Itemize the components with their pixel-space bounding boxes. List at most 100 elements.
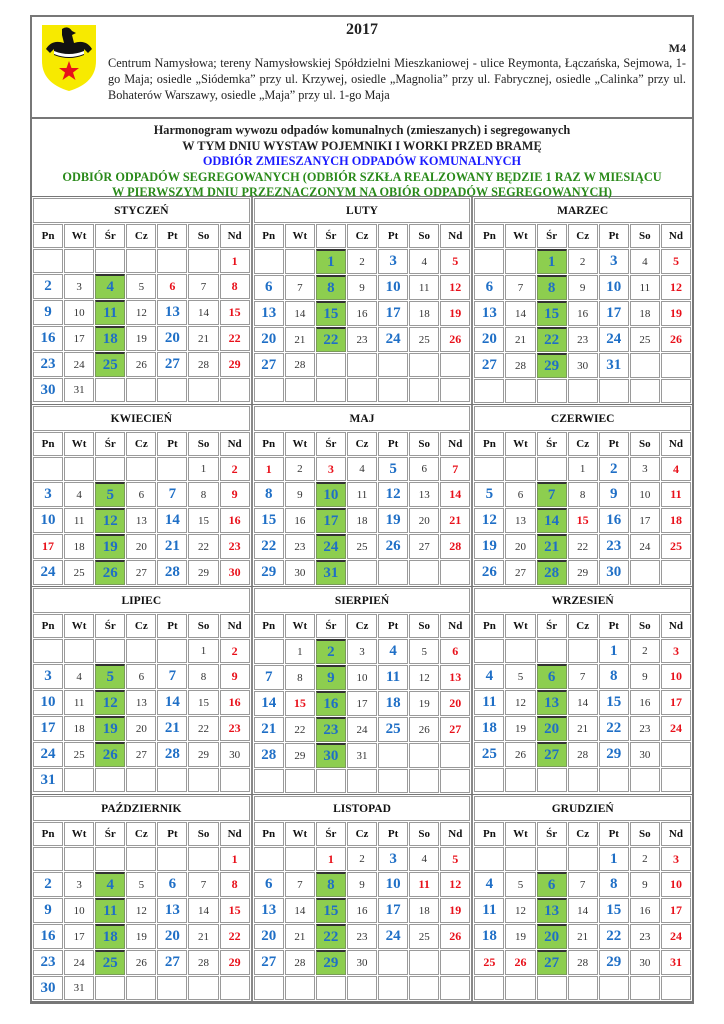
day-cell: 17 (660, 898, 692, 923)
day-cell: 19 (505, 716, 536, 741)
empty-cell (157, 457, 188, 481)
month-listopad: LISTOPAD Pn Wt Śr Cz Pt So Nd 1 2 3 4 5 6 7 8 9 10 11 12 13 1… (253, 795, 474, 1001)
day-cell: 22 (188, 534, 219, 559)
empty-cell (219, 378, 250, 402)
day-cell: 14 (157, 508, 188, 533)
day-cell: 20 (126, 534, 157, 559)
segregated-waste-legend-2: W PIERWSZYM DNIU PRZEZNACZONYM NA OBIÓR … (111, 185, 613, 199)
quarter-row: KWIECIEŃ Pn Wt Śr Cz Pt So Nd 1 2 3 4 5 6 7 8 9 10 11 12 13 1… (32, 405, 692, 587)
day-cell: 23 (219, 534, 250, 559)
day-cell: 14 (253, 691, 284, 716)
day-cell: 12 (505, 898, 536, 923)
empty-cell (95, 976, 126, 1000)
day-cell: 28 (440, 534, 471, 559)
day-cell: 28 (505, 353, 536, 378)
month-październik: PAŹDZIERNIK Pn Wt Śr Cz Pt So Nd 1 2 3 4 5 6 7 8 9 10 11 12… (32, 795, 253, 1001)
empty-cell (378, 743, 409, 768)
day-cell: 5 (660, 249, 692, 274)
day-cell: 11 (95, 300, 126, 325)
empty-cell (629, 353, 660, 378)
day-cell: 8 (284, 665, 315, 690)
empty-cell (157, 976, 188, 1000)
month-name: GRUDZIEŃ (474, 796, 692, 821)
empty-cell (95, 249, 126, 273)
empty-cell (474, 768, 505, 792)
day-cell: 25 (346, 534, 378, 559)
month-name: LISTOPAD (253, 796, 471, 821)
weekday-header: So (409, 614, 440, 638)
empty-cell (284, 769, 315, 793)
day-cell: 24 (598, 327, 629, 352)
area-description: Centrum Namysłowa; tereny Namysłowskiej … (108, 56, 686, 102)
day-cell: 17 (629, 508, 660, 533)
day-cell: 7 (440, 457, 471, 481)
day-cell: 21 (567, 924, 598, 949)
month-name: MAJ (253, 406, 471, 431)
weekday-header: Nd (219, 614, 250, 638)
weekday-header: Pt (598, 614, 629, 638)
weekday-header: Śr (536, 432, 567, 456)
day-cell: 3 (64, 872, 95, 897)
day-cell: 14 (536, 508, 567, 533)
month-styczeń: STYCZEŃ Pn Wt Śr Cz Pt So Nd 1 2 3 4 5 6 7 8 9 10 11 12 13 14… (32, 197, 253, 404)
day-cell: 13 (157, 898, 188, 923)
day-cell: 26 (440, 327, 471, 352)
weekday-header: Pn (253, 822, 284, 846)
schedule-document: 2017 M4 Centrum Namysłowa; tereny Namysł… (30, 15, 694, 1004)
day-cell: 14 (188, 300, 219, 325)
day-cell: 13 (474, 301, 505, 326)
empty-cell (33, 249, 64, 273)
day-cell: 25 (474, 742, 505, 767)
day-cell: 26 (660, 327, 692, 352)
mixed-waste-legend: ODBIÓR ZMIESZANYCH ODPADÓW KOMUNALNYCH (202, 154, 522, 168)
day-cell: 15 (284, 691, 315, 716)
empty-cell (567, 976, 598, 1000)
quarter-row: STYCZEŃ Pn Wt Śr Cz Pt So Nd 1 2 3 4 5 6 7 8 9 10 11 12 13 14… (32, 197, 692, 405)
day-cell: 3 (33, 482, 64, 507)
day-cell: 7 (253, 665, 284, 690)
day-cell: 20 (536, 924, 567, 949)
day-cell: 2 (346, 847, 378, 871)
weekday-header: Pn (253, 224, 284, 248)
day-cell: 16 (629, 690, 660, 715)
day-cell: 9 (346, 275, 378, 300)
day-cell: 3 (660, 847, 692, 871)
day-cell: 15 (315, 898, 346, 923)
empty-cell (33, 847, 64, 871)
empty-cell (440, 769, 471, 793)
day-cell: 11 (474, 898, 505, 923)
day-cell: 22 (598, 716, 629, 741)
day-cell: 13 (126, 508, 157, 533)
day-cell: 15 (219, 300, 250, 325)
weekday-header: Pt (598, 432, 629, 456)
day-cell: 13 (409, 482, 440, 507)
day-cell: 1 (284, 639, 315, 664)
document-header: 2017 M4 Centrum Namysłowa; tereny Namysł… (32, 17, 692, 119)
day-cell: 3 (629, 457, 660, 481)
day-cell: 18 (629, 301, 660, 326)
day-cell: 25 (95, 950, 126, 975)
day-cell: 5 (95, 664, 126, 689)
weekday-header: Pn (33, 432, 64, 456)
empty-cell (64, 847, 95, 871)
day-cell: 26 (95, 560, 126, 585)
day-cell: 19 (505, 924, 536, 949)
day-cell: 29 (598, 950, 629, 975)
day-cell: 19 (95, 716, 126, 741)
weekday-header: Śr (315, 224, 346, 248)
weekday-header: Cz (126, 432, 157, 456)
day-cell: 4 (346, 457, 378, 481)
empty-cell (660, 379, 692, 403)
day-cell: 18 (378, 691, 409, 716)
day-cell: 10 (33, 690, 64, 715)
day-cell: 1 (536, 249, 567, 274)
day-cell: 4 (95, 872, 126, 897)
empty-cell (505, 457, 536, 481)
day-cell: 29 (219, 950, 250, 975)
day-cell: 22 (188, 716, 219, 741)
day-cell: 10 (378, 872, 409, 897)
day-cell: 9 (629, 664, 660, 689)
day-cell: 27 (536, 742, 567, 767)
empty-cell (64, 249, 95, 273)
day-cell: 28 (157, 560, 188, 585)
